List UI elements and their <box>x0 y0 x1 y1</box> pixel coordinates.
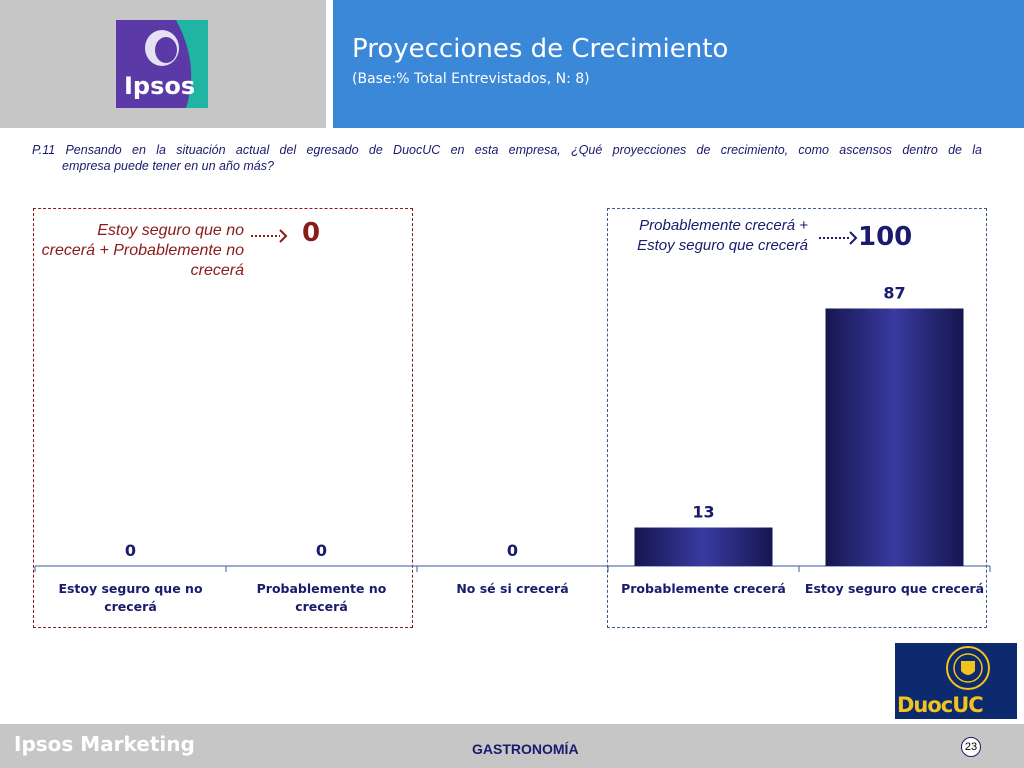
bar-value-label-4: 87 <box>883 283 905 302</box>
footer: Ipsos Marketing GASTRONOMÍA 23 <box>0 724 1024 768</box>
bar-value-label-2: 0 <box>507 541 518 560</box>
bar-value-label-1: 0 <box>316 541 327 560</box>
positive-group-box <box>607 208 987 628</box>
page-subtitle: (Base:% Total Entrevistados, N: 8) <box>352 71 590 87</box>
category-label-2: No sé si crecerá <box>456 581 568 596</box>
ipsos-logo: Ipsos <box>116 20 208 108</box>
duocuc-logo: DuocUC <box>895 643 1017 719</box>
bar-3 <box>634 527 773 566</box>
duocuc-logo-text: DuocUC <box>897 693 984 717</box>
bar-4 <box>825 308 964 566</box>
category-label-0: Estoy seguro que no crecerá <box>58 581 202 614</box>
bar-value-label-0: 0 <box>125 541 136 560</box>
ipsos-logo-text: Ipsos <box>124 72 195 100</box>
dotted-arrow-icon <box>819 231 858 245</box>
question-line-2: empresa puede tener en un año más? <box>62 159 274 173</box>
category-label-4: Estoy seguro que crecerá <box>805 581 984 596</box>
survey-question: P.11 Pensando en la situación actual del… <box>32 142 982 174</box>
page-title: Proyecciones de Crecimiento <box>352 34 729 64</box>
duocuc-seal-icon <box>946 646 990 690</box>
negative-group-total: 0 <box>302 218 321 248</box>
footer-brand: Ipsos Marketing <box>14 732 195 756</box>
dotted-arrow-icon <box>251 229 288 243</box>
positive-group-label: Probablemente crecerá + Estoy seguro que… <box>637 217 808 254</box>
header-title-panel <box>333 0 1024 128</box>
page-number: 23 <box>961 737 981 757</box>
negative-group-box <box>33 208 413 628</box>
question-line-1: P.11 Pensando en la situación actual del… <box>32 143 982 157</box>
bar-value-label-3: 13 <box>692 503 714 522</box>
negative-group-label: Estoy seguro que no crecerá + Probableme… <box>41 222 244 279</box>
category-label-1: Probablemente no crecerá <box>257 581 387 614</box>
footer-section-title: GASTRONOMÍA <box>472 741 579 757</box>
positive-group-total: 100 <box>858 222 913 252</box>
category-label-3: Probablemente crecerá <box>621 581 786 596</box>
header-left-panel: Ipsos <box>0 0 326 128</box>
